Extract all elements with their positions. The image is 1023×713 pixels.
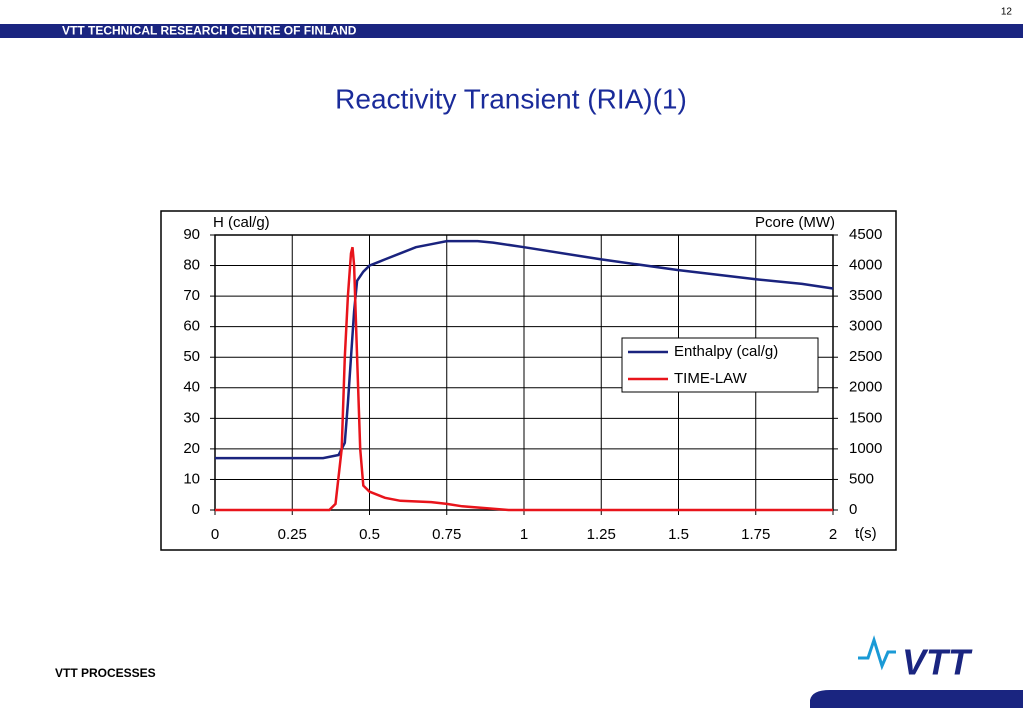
x-tick-label: 1.5 xyxy=(668,526,689,543)
y-axis-label: H (cal/g) xyxy=(213,214,270,231)
header-bar xyxy=(0,24,1023,38)
y-tick-label: 70 xyxy=(183,287,200,304)
y2-tick-label: 1000 xyxy=(849,440,882,457)
y-tick-label: 30 xyxy=(183,409,200,426)
y-tick-label: 40 xyxy=(183,379,200,396)
x-axis-label: t(s) xyxy=(855,525,877,542)
legend-label: Enthalpy (cal/g) xyxy=(674,343,778,360)
y2-tick-label: 2000 xyxy=(849,379,882,396)
y2-tick-label: 4000 xyxy=(849,257,882,274)
x-tick-label: 1 xyxy=(520,526,528,543)
x-tick-label: 0.25 xyxy=(278,526,307,543)
footer-shape xyxy=(810,690,1023,708)
x-tick-label: 0 xyxy=(211,526,219,543)
logo: VTT xyxy=(902,642,973,683)
y-tick-label: 10 xyxy=(183,470,200,487)
x-tick-label: 1.75 xyxy=(741,526,770,543)
x-tick-label: 0.75 xyxy=(432,526,461,543)
y-tick-label: 90 xyxy=(183,226,200,243)
y2-tick-label: 2500 xyxy=(849,348,882,365)
y-tick-label: 20 xyxy=(183,440,200,457)
y2-tick-label: 3000 xyxy=(849,318,882,335)
x-tick-label: 0.5 xyxy=(359,526,380,543)
x-tick-label: 1.25 xyxy=(587,526,616,543)
footer-text: VTT PROCESSES xyxy=(55,666,156,680)
header-org: VTT TECHNICAL RESEARCH CENTRE OF FINLAND xyxy=(62,24,357,38)
y2-tick-label: 4500 xyxy=(849,226,882,243)
y-tick-label: 80 xyxy=(183,257,200,274)
y2-tick-label: 3500 xyxy=(849,287,882,304)
y-tick-label: 50 xyxy=(183,348,200,365)
legend-box xyxy=(621,337,819,393)
y-tick-label: 60 xyxy=(183,318,200,335)
y2-axis-label: Pcore (MW) xyxy=(755,214,835,231)
y2-tick-label: 1500 xyxy=(849,409,882,426)
page-number: 12 xyxy=(1001,7,1013,18)
x-tick-label: 2 xyxy=(829,526,837,543)
legend-label: TIME-LAW xyxy=(674,370,748,387)
y-tick-label: 0 xyxy=(192,501,200,518)
y2-tick-label: 500 xyxy=(849,470,874,487)
y2-tick-label: 0 xyxy=(849,501,857,518)
chart-title: Reactivity Transient (RIA)(1) xyxy=(335,83,687,114)
series-line xyxy=(215,246,833,512)
logo-wave xyxy=(858,635,896,671)
series-line xyxy=(215,239,834,460)
